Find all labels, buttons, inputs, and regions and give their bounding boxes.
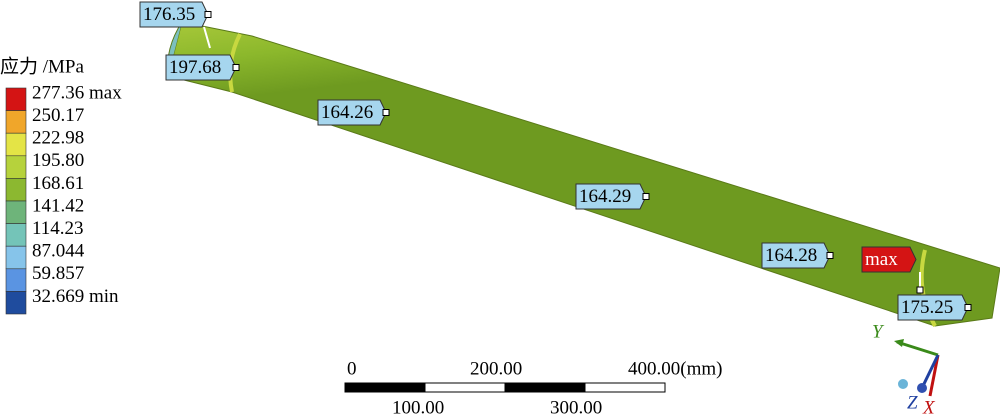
scale-label: 200.00 <box>470 358 522 379</box>
legend-swatch <box>5 245 27 270</box>
scale-label: 300.00 <box>550 397 602 418</box>
probe-box <box>861 246 917 273</box>
legend-label: 195.80 <box>32 150 84 171</box>
legend-swatch <box>5 223 27 247</box>
probe-box <box>139 1 209 28</box>
probe-label: 164.28 <box>765 245 817 266</box>
probe-box <box>165 54 237 81</box>
legend-label: 32.669 min <box>32 286 119 307</box>
legend-label: 141.42 <box>32 195 84 216</box>
axis-z-label: Z <box>907 392 918 413</box>
legend-swatch <box>5 132 27 157</box>
legend-swatch <box>5 200 27 224</box>
scale-label: 0 <box>347 358 357 379</box>
scale-segment <box>584 382 666 393</box>
tube <box>167 21 1000 327</box>
legend-label: 114.23 <box>32 218 84 239</box>
axis-x-label: X <box>922 397 936 418</box>
legend-swatch <box>5 155 27 179</box>
axis-y-label: Y <box>872 321 885 342</box>
scale-label: 400.00(mm) <box>628 358 722 379</box>
probe-point <box>826 252 834 259</box>
legend-label: 59.857 <box>32 263 84 284</box>
probe-box <box>317 99 387 126</box>
probe-point <box>382 109 390 116</box>
probe-point <box>642 193 650 200</box>
probe-box <box>897 294 969 321</box>
legend-label: 87.044 <box>32 241 85 262</box>
probe-label: 197.68 <box>169 57 221 78</box>
probe-box <box>761 242 831 269</box>
probe-label: 175.25 <box>901 297 953 318</box>
legend-swatch <box>5 110 27 134</box>
legend-swatch <box>5 178 27 202</box>
legend-label: 250.17 <box>32 105 84 126</box>
legend-label: 222.98 <box>32 128 84 149</box>
scale-segment <box>344 382 426 393</box>
scale-bar: 0 200.00 400.00(mm) 100.00 300.00 <box>344 358 722 418</box>
legend-swatch <box>5 291 27 315</box>
legend-swatch <box>5 87 27 111</box>
triad: Y Z X <box>872 321 940 418</box>
scale-label: 100.00 <box>392 397 444 418</box>
probe-label: 164.29 <box>579 186 631 207</box>
leader <box>203 26 211 49</box>
probe-point <box>232 64 240 71</box>
probe-point <box>964 304 972 311</box>
legend-label: 168.61 <box>32 173 84 194</box>
legend-title: 应力 /MPa <box>0 55 84 77</box>
legend-label: 277.36 max <box>32 82 122 103</box>
legend-swatch <box>5 268 27 292</box>
probe-box <box>575 183 647 210</box>
scale-segment <box>504 382 586 393</box>
scale-segment <box>424 382 506 393</box>
probe-label: 164.26 <box>321 102 373 123</box>
probe-label: 176.35 <box>143 4 195 25</box>
probe-point <box>204 11 212 18</box>
probe-point <box>916 286 924 294</box>
probe-label: max <box>865 249 898 270</box>
